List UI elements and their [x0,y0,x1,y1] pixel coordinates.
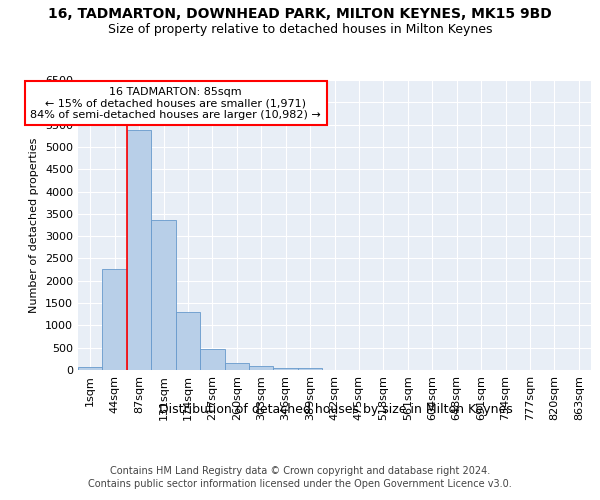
Text: Contains HM Land Registry data © Crown copyright and database right 2024.: Contains HM Land Registry data © Crown c… [110,466,490,476]
Bar [127,130,151,370]
Bar [298,368,322,370]
Bar [103,268,127,370]
Text: Size of property relative to detached houses in Milton Keynes: Size of property relative to detached ho… [108,22,492,36]
Bar [78,366,103,370]
Bar [274,368,298,370]
Bar [151,220,176,370]
Bar [224,363,249,370]
Text: 16 TADMARTON: 85sqm
← 15% of detached houses are smaller (1,971)
84% of semi-det: 16 TADMARTON: 85sqm ← 15% of detached ho… [31,86,321,120]
Bar [249,366,274,370]
Text: Contains public sector information licensed under the Open Government Licence v3: Contains public sector information licen… [88,479,512,489]
Text: Distribution of detached houses by size in Milton Keynes: Distribution of detached houses by size … [159,402,513,415]
Y-axis label: Number of detached properties: Number of detached properties [29,138,40,312]
Text: 16, TADMARTON, DOWNHEAD PARK, MILTON KEYNES, MK15 9BD: 16, TADMARTON, DOWNHEAD PARK, MILTON KEY… [48,8,552,22]
Bar [200,348,224,370]
Bar [176,312,200,370]
